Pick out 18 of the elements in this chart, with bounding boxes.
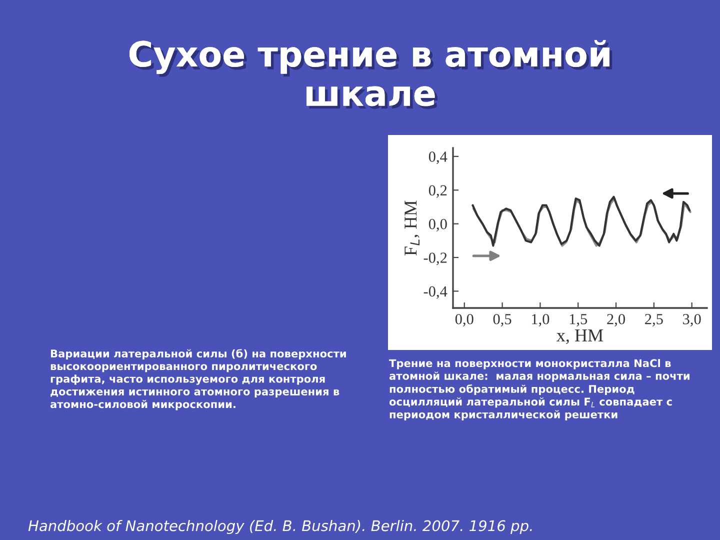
chart-title: Сухое трение в атомной шкале [129,40,612,109]
text: Вариации латеральной силы (б) на поверхности высокоориентированного пиролитического графита, часто используемого для контроля достижения истинного атомного разрешения в атомно-силовой микроскопии. [50,349,346,410]
x-tick-label: 0,5 [493,314,512,327]
y-axis-title: F$_{L}$, НМ [404,200,420,256]
x-tick-label: 0,0 [455,314,474,327]
text: Handbook of Nanotechnology (Ed. B. Bushan). Berlin. 2007. 1916 pp. [28,520,532,534]
text: Трение на поверхности монокристалла NaCl в атомной шкале: малая нормальная сила – почти полностью обратимый процесс. Период осцилляций латеральной силы F$_{L}$ совпадает с периодом кристаллической решетки [389,359,690,420]
y-tick-label: 0,4 [428,152,448,164]
x-tick-label: 3,0 [683,314,701,327]
x-tick-label: 2,5 [645,314,663,327]
y-tick-label: 0,2 [428,185,447,198]
x-tick-label: 1,0 [532,314,550,327]
x-tick-label: 2,0 [607,314,625,327]
x-axis-title: x, НМ [556,330,604,344]
y-tick-label: -0,4 [424,286,448,299]
y-tick-label: -0,2 [424,252,447,266]
x-tick-label: 1,5 [570,314,588,327]
y-tick-label: 0,0 [428,218,447,232]
